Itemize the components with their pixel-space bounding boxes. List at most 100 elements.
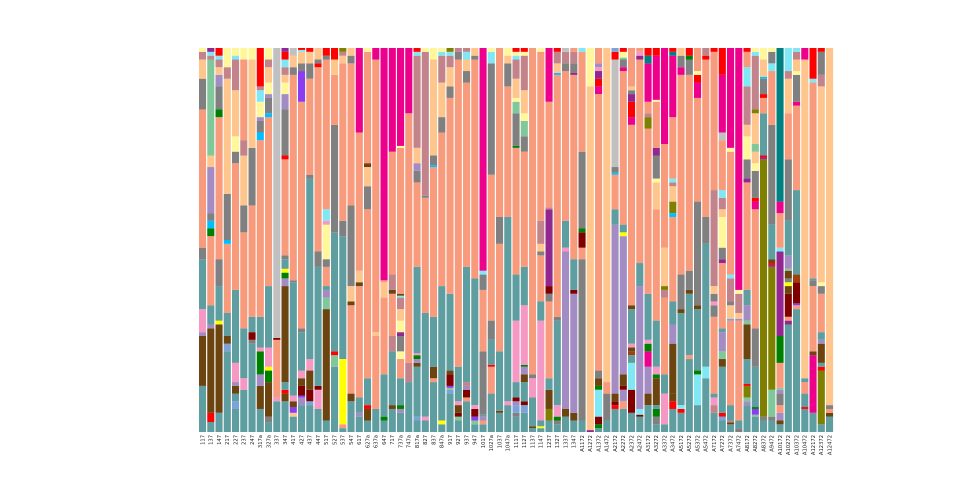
bar-A12172 [809,48,817,432]
bar-segment [463,397,471,402]
x-tick-label: 237 [242,435,248,445]
x-tick-label: 1037 [497,435,503,448]
bar-segment [281,389,289,394]
bar-segment [784,293,792,317]
bar-segment [694,370,702,375]
bar-segment [677,405,685,409]
bar-segment [553,416,561,421]
bar-segment [240,232,248,329]
bar-segment [446,51,454,56]
bar-segment [784,255,792,269]
bar-segment [529,397,537,427]
bar-segment [438,55,446,83]
x-tick-label: 547 [349,435,355,445]
bar-segment [322,220,330,225]
bar-segment [372,336,380,409]
bar-segment [727,405,735,421]
x-tick-label: A12172 [811,435,817,455]
bar-segment [298,370,306,379]
bar-segment [652,209,660,321]
bar-segment [652,320,660,367]
x-tick-label: A10372 [794,435,800,455]
bar-segment [487,48,495,52]
bar-segment [265,422,273,432]
bar-segment [603,420,611,432]
bar-segment [347,393,355,402]
bar-segment [784,159,792,221]
bar-segment [215,117,223,260]
bar-segment [751,55,759,110]
bar-segment [537,420,545,427]
bar-237 [240,48,248,432]
bar-segment [751,197,759,202]
bar-segment [520,90,528,114]
bar-segment [512,412,520,417]
bar-segment [784,113,792,160]
bar-segment [347,48,355,56]
bar-segment [298,328,306,333]
bar-segment [248,339,256,344]
bar-segment [545,209,553,287]
bar-segment [397,320,405,333]
bar-segment [430,316,438,367]
bar-segment [405,362,413,383]
bar-segment [545,408,553,421]
bar-segment [520,113,528,121]
bar-segment [669,186,677,202]
bar-segment [595,86,603,95]
x-tick-label: 1027a [489,435,495,451]
x-tick-label: 847a [440,435,446,448]
bar-segment [578,48,586,52]
bar-segment [289,67,297,75]
bar-417 [289,48,297,432]
bar-1047a [504,48,512,432]
bar-segment [240,48,248,60]
bar-segment [801,382,809,394]
bar-segment [496,216,504,244]
bar-segment [661,247,669,287]
bar-segment [793,101,801,106]
bar-segment [471,405,479,409]
bar-827 [421,48,429,432]
bar-segment [256,140,264,317]
bar-segment [364,405,372,409]
x-tick-label: A12372 [819,435,825,455]
bar-segment [413,48,421,52]
bar-segment [611,174,619,210]
bar-segment [223,240,231,244]
x-tick-label: 917 [448,435,454,445]
bar-segment [339,428,347,432]
bar-segment [578,259,586,421]
bar-segment [512,78,520,98]
bar-A3272 [652,48,660,432]
bar-segment [199,78,207,110]
bar-segment [718,416,726,421]
bar-segment [751,170,759,198]
bar-segment [355,412,363,417]
bar-segment [743,178,751,183]
bar-segment [661,144,669,248]
bar-segment [677,312,685,406]
bar-segment [281,255,289,260]
bar-segment [413,355,421,360]
bar-segment [595,78,603,87]
bar-segment [776,201,784,214]
bar-segment [636,51,644,56]
bar-segment [487,393,495,432]
bar-segment [545,301,553,379]
bar-segment [256,374,264,386]
bar-segment [685,355,693,360]
bar-segment [710,405,718,413]
bar-segment [702,366,710,379]
bar-segment [265,366,273,371]
bar-segment [529,378,537,398]
bar-segment [809,286,817,352]
bar-segment [446,387,454,390]
bar-segment [463,382,471,386]
bar-segment [446,374,454,386]
bar-A7272 [718,48,726,432]
x-tick-label: A7472 [737,435,743,452]
bar-segment [553,405,561,417]
bar-segment [809,412,817,432]
bar-segment [685,270,693,290]
